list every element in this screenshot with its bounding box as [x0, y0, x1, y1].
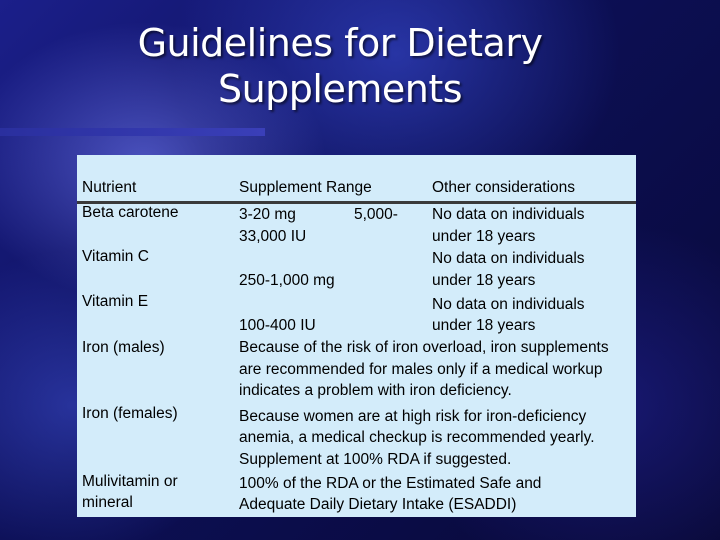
header-other-considerations: Other considerations [432, 179, 576, 196]
nutrient-vitamin-e: Vitamin E [82, 293, 149, 310]
slide-title-line-2: Supplements [217, 67, 463, 111]
nutrient-beta-carotene: Beta carotene [82, 204, 179, 221]
range-vitamin-c: 250-1,000 mg [239, 272, 335, 289]
slide-title: Guidelines for Dietary Supplements [60, 20, 620, 112]
multivitamin-text-line-1: 100% of the RDA or the Estimated Safe an… [239, 475, 542, 492]
nutrient-iron-females: Iron (females) [82, 405, 178, 422]
nutrient-iron-males: Iron (males) [82, 339, 165, 356]
other-beta-carotene-line-1: No data on individuals [432, 206, 585, 223]
range-beta-carotene-iu-start: 5,000- [354, 206, 398, 223]
range-beta-carotene-iu-end: 33,000 IU [239, 228, 307, 245]
other-vitamin-c-line-1: No data on individuals [432, 250, 585, 267]
iron-males-text-line-3: indicates a problem with iron deficiency… [239, 382, 512, 399]
title-accent-bar [0, 128, 265, 136]
nutrient-multivitamin-line-2: mineral [82, 494, 133, 511]
other-vitamin-c-line-2: under 18 years [432, 272, 536, 289]
supplement-table: Nutrient Supplement Range Other consider… [77, 155, 636, 517]
iron-females-text-line-2: anemia, a medical checkup is recommended… [239, 429, 595, 446]
range-beta-carotene-mg: 3-20 mg [239, 206, 296, 223]
other-vitamin-e-line-1: No data on individuals [432, 296, 585, 313]
other-beta-carotene-line-2: under 18 years [432, 228, 536, 245]
range-vitamin-e: 100-400 IU [239, 317, 316, 334]
iron-females-text-line-3: Supplement at 100% RDA if suggested. [239, 451, 512, 468]
multivitamin-text-line-2: Adequate Daily Dietary Intake (ESADDI) [239, 496, 517, 513]
nutrient-vitamin-c: Vitamin C [82, 248, 149, 265]
header-nutrient: Nutrient [82, 179, 137, 196]
nutrient-multivitamin-line-1: Mulivitamin or [82, 473, 178, 490]
header-divider [77, 201, 636, 204]
other-vitamin-e-line-2: under 18 years [432, 317, 536, 334]
iron-males-text-line-1: Because of the risk of iron overload, ir… [239, 339, 609, 356]
iron-females-text-line-1: Because women are at high risk for iron-… [239, 408, 587, 425]
header-supplement-range: Supplement Range [239, 179, 372, 196]
slide-title-line-1: Guidelines for Dietary [137, 21, 543, 65]
iron-males-text-line-2: are recommended for males only if a medi… [239, 361, 603, 378]
